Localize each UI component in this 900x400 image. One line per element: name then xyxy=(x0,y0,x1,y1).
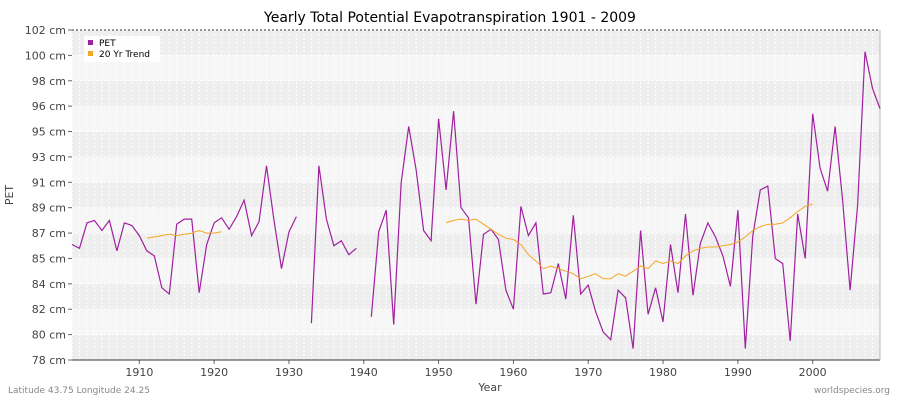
x-tick-label: 1950 xyxy=(425,366,453,379)
y-tick-label: 98 cm xyxy=(32,75,66,88)
grid-lines xyxy=(71,29,881,361)
x-tick-label: 1980 xyxy=(649,366,677,379)
y-tick-label: 80 cm xyxy=(32,329,66,342)
footer-source: worldspecies.org xyxy=(814,386,890,396)
y-tick-label: 91 cm xyxy=(32,176,66,189)
x-tick-label: 1960 xyxy=(499,366,527,379)
pet-series-line xyxy=(71,165,297,296)
legend-label-pet: PET xyxy=(99,39,116,49)
x-tick-label: 1990 xyxy=(724,366,752,379)
footer-location: Latitude 43.75 Longitude 24.25 xyxy=(8,386,150,396)
x-tick-label: 2000 xyxy=(799,366,827,379)
x-axis-ticks: 1910 1920 1930 1940 1950 1960 1970 1980 1990 2000 xyxy=(125,360,827,379)
legend-swatch-pet xyxy=(88,40,93,45)
x-tick-label: 1920 xyxy=(200,366,228,379)
y-tick-label: 85 cm xyxy=(32,252,66,265)
plot-band xyxy=(72,283,880,310)
y-tick-label: 82 cm xyxy=(32,303,66,316)
x-tick-label: 1910 xyxy=(125,366,153,379)
x-tick-label: 1930 xyxy=(275,366,303,379)
legend-swatch-trend xyxy=(88,51,93,56)
legend-label-trend: 20 Yr Trend xyxy=(99,50,150,60)
x-tick-label: 1940 xyxy=(350,366,378,379)
y-tick-label: 89 cm xyxy=(32,202,66,215)
chart-title: Yearly Total Potential Evapotranspiratio… xyxy=(263,10,636,26)
y-tick-label: 102 cm xyxy=(25,24,66,37)
y-axis-label: PET xyxy=(3,185,16,206)
y-tick-label: 87 cm xyxy=(32,227,66,240)
trend-series-line xyxy=(146,229,222,239)
plot-band xyxy=(72,80,880,107)
pet-series-line xyxy=(310,165,357,324)
x-axis-label: Year xyxy=(477,381,502,394)
legend-box xyxy=(84,36,160,62)
y-tick-label: 100 cm xyxy=(25,49,66,62)
y-tick-label: 84 cm xyxy=(32,278,66,291)
x-tick-label: 1970 xyxy=(574,366,602,379)
y-tick-label: 93 cm xyxy=(32,151,66,164)
y-axis-ticks: 78 cm 80 cm 82 cm 84 cm 85 cm 87 cm 89 cm 91 cm… xyxy=(25,24,72,367)
y-tick-label: 95 cm xyxy=(32,126,66,139)
series-layer xyxy=(71,51,881,349)
legend: PET 20 Yr Trend xyxy=(84,36,160,62)
pet-series-line xyxy=(370,51,881,349)
y-tick-label: 96 cm xyxy=(32,100,66,113)
y-tick-label: 78 cm xyxy=(32,354,66,367)
trend-series-line xyxy=(445,203,813,280)
